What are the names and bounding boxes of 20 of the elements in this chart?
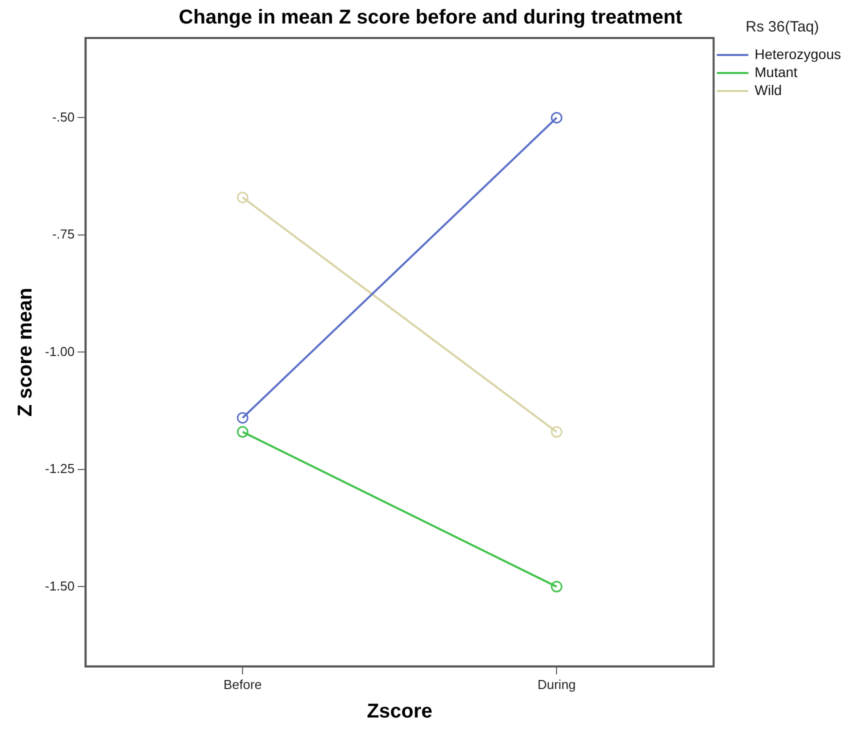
x-tick-label: Before (223, 676, 262, 692)
legend-label: Mutant (754, 64, 798, 80)
legend-label: Wild (754, 82, 782, 98)
x-axis-title: Zscore (366, 700, 432, 723)
y-tick-label: -1.00 (44, 344, 75, 359)
point (550, 426, 562, 438)
point (550, 580, 562, 592)
point (236, 192, 248, 204)
point (236, 426, 248, 438)
point (236, 412, 248, 424)
y-tick-label: -.50 (52, 109, 75, 124)
x-tick-label: During (537, 676, 576, 692)
y-tick-label: -1.25 (44, 461, 75, 476)
y-tick-label: -1.50 (44, 578, 75, 594)
legend-label: Heterozygous (754, 46, 842, 62)
point (550, 112, 562, 124)
legend-title: Rs 36(Taq) (746, 18, 819, 36)
y-tick-label: -.75 (52, 226, 75, 242)
y-axis-title: Z score mean (14, 288, 37, 417)
chart-title: Change in mean Z score before and during treatment (178, 6, 683, 29)
